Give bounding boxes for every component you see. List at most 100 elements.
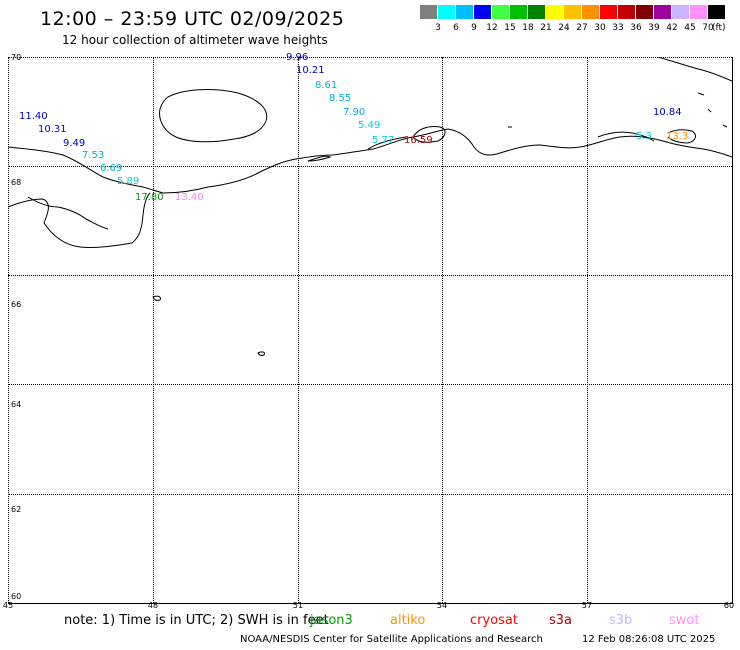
obs-value: 10.31 (38, 124, 67, 135)
lat-label-60: 60 (11, 592, 22, 601)
obs-value: 13.3 (666, 131, 689, 142)
scale-label: 9 (471, 23, 477, 33)
scale-unit: (ft) (712, 23, 726, 33)
grid-line-lat-66 (8, 275, 732, 276)
kolguev-island (159, 89, 268, 143)
lon-label-54: 54 (436, 601, 448, 610)
scale-swatch (654, 5, 671, 19)
lon-label-57: 57 (581, 601, 593, 610)
lon-label-45: 45 (2, 601, 14, 610)
footer-credit: NOAA/NESDIS Center for Satellite Applica… (240, 634, 543, 645)
scale-swatch (474, 5, 491, 19)
scale-swatch (618, 5, 635, 19)
obs-value: 7.90 (343, 107, 366, 118)
lon-label-51: 51 (292, 601, 304, 610)
coastline-map (8, 57, 732, 356)
lon-label-48: 48 (147, 601, 159, 610)
lat-label-62: 62 (11, 505, 22, 514)
page-subtitle: 12 hour collection of altimeter wave hei… (62, 33, 328, 47)
obs-value: 9.49 (63, 138, 86, 149)
scale-swatch (528, 5, 545, 19)
mainland-coast-east (447, 128, 732, 158)
coast-inlet (27, 196, 109, 230)
footer-timestamp: 12 Feb 08:26:08 UTC 2025 (582, 634, 716, 645)
scale-label: 3 (435, 23, 441, 33)
obs-value: 6.69 (100, 163, 123, 174)
mainland-coast-lower (8, 192, 151, 248)
scale-label: 70 (702, 23, 714, 33)
scale-label: 27 (576, 23, 588, 33)
scale-swatch (708, 5, 725, 19)
scale-label: 15 (504, 23, 516, 33)
obs-value: 5.77 (372, 135, 395, 146)
scale-label: 12 (486, 23, 498, 33)
scale-swatch (420, 5, 437, 19)
grid-line-lon-57 (587, 57, 588, 603)
mission-label: altiko (390, 613, 426, 628)
mission-label: cryosat (470, 613, 518, 628)
scale-swatch (546, 5, 563, 19)
scale-label: 21 (540, 23, 552, 33)
scale-swatch (600, 5, 617, 19)
scale-swatch (492, 5, 509, 19)
obs-value: 10.21 (296, 65, 325, 76)
lat-label-70: 70 (11, 53, 22, 62)
grid-line-lat-62 (8, 494, 732, 495)
scale-swatch (690, 5, 707, 19)
wave-height-map: 70 68 66 64 62 60 9.96 10.21 8.61 8.55 7… (8, 52, 733, 604)
scale-swatch (672, 5, 689, 19)
small-islet-2 (257, 351, 265, 356)
scale-label: 36 (630, 23, 642, 33)
obs-value: 13.40 (175, 192, 204, 203)
obs-value: 5.3 (636, 131, 652, 142)
mission-label: s3a (549, 613, 573, 628)
grid-line-lon-51 (298, 57, 299, 603)
scale-swatch (564, 5, 581, 19)
scale-swatch (510, 5, 527, 19)
scale-label: 42 (666, 23, 678, 33)
grid-line-lat-68 (8, 166, 732, 167)
obs-value: 9.96 (286, 52, 309, 63)
obs-value: 8.61 (315, 80, 338, 91)
mission-label: swot (669, 613, 700, 628)
obs-value: 16.59 (404, 135, 433, 146)
scale-swatch (582, 5, 599, 19)
grid-line-lon-48 (153, 57, 154, 603)
obs-value: 7.53 (82, 150, 105, 161)
yamal-islets (597, 129, 696, 144)
scale-swatch (456, 5, 473, 19)
vaygach-island (412, 126, 446, 143)
obs-value: 17.80 (135, 192, 164, 203)
scale-label: 30 (594, 23, 606, 33)
obs-value: 11.40 (19, 111, 48, 122)
scale-label: 6 (453, 23, 459, 33)
grid-line-lon-54 (442, 57, 443, 603)
obs-value: 5.49 (358, 120, 381, 131)
mission-label: s3b (609, 613, 633, 628)
lat-label-64: 64 (11, 400, 22, 409)
novaya-zemlya-tip (657, 57, 732, 82)
obs-value: 8.55 (329, 93, 352, 104)
mainland-coast-west (8, 128, 449, 194)
grid-line-lon-45 (8, 57, 9, 603)
obs-value: 10.84 (653, 107, 682, 118)
scattered-islet-4 (722, 124, 728, 128)
scale-swatch (438, 5, 455, 19)
scale-swatch (636, 5, 653, 19)
scattered-islet-2 (697, 92, 705, 96)
scale-label: 33 (612, 23, 624, 33)
scale-label: 18 (522, 23, 534, 33)
footer-note: note: 1) Time is in UTC; 2) SWH is in fe… (64, 613, 329, 628)
yugorsky-coast (367, 136, 407, 150)
small-islet-1 (152, 295, 161, 301)
grid-line-lat-64 (8, 384, 732, 385)
mission-label: jason3 (310, 613, 353, 628)
lat-label-68: 68 (11, 178, 22, 187)
pechora-bay-coast (307, 155, 332, 162)
lon-label-60: 60 (723, 601, 735, 610)
lat-label-66: 66 (11, 300, 22, 309)
scale-label: 45 (684, 23, 696, 33)
page-title: 12:00 – 23:59 UTC 02/09/2025 (40, 8, 345, 30)
scattered-islet-3 (707, 108, 712, 113)
scale-label: 39 (648, 23, 660, 33)
